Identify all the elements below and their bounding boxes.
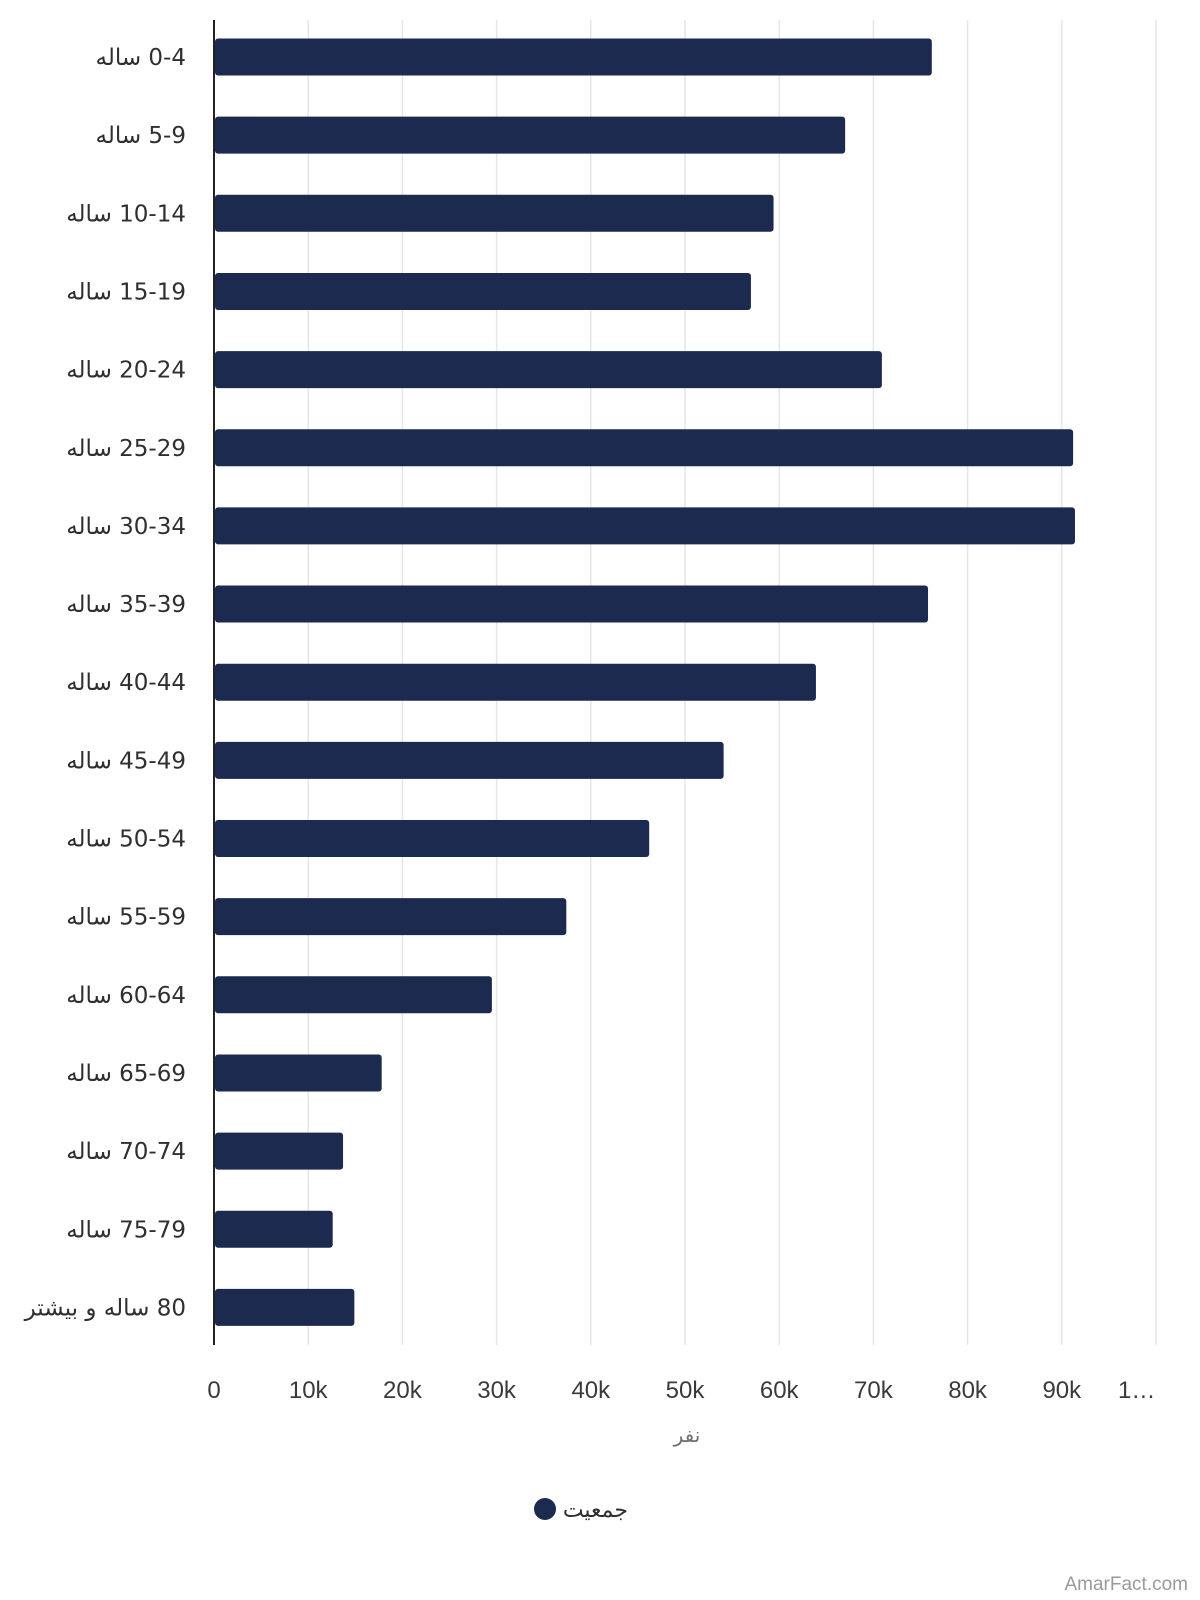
category-label: 50-54 ساله: [66, 827, 186, 853]
legend[interactable]: جمعیت: [534, 1498, 628, 1523]
category-label: 70-74 ساله: [66, 1139, 186, 1165]
bar[interactable]: [215, 116, 846, 154]
category-label: 35-39 ساله: [66, 592, 186, 618]
bars: [215, 38, 1075, 1326]
bar[interactable]: [215, 898, 567, 936]
legend-label: جمعیت: [563, 1498, 628, 1523]
category-labels: 0-4 ساله 5-9 ساله 10-14 ساله 15-19 ساله 20-2…: [24, 45, 186, 1321]
category-label: 30-34 ساله: [66, 514, 186, 540]
bar[interactable]: [215, 351, 882, 389]
x-tick-label: 20k: [383, 1377, 423, 1404]
x-tick-label: 50k: [666, 1377, 706, 1404]
bar[interactable]: [215, 1210, 333, 1248]
bar[interactable]: [215, 741, 724, 779]
x-tick-label: 70k: [854, 1377, 894, 1404]
bar[interactable]: [215, 663, 816, 701]
category-label: 60-64 ساله: [66, 983, 186, 1009]
x-tick-label: 90k: [1042, 1377, 1082, 1404]
x-tick-label: 30k: [477, 1377, 517, 1404]
bar[interactable]: [215, 272, 751, 310]
bar[interactable]: [215, 976, 492, 1014]
bar[interactable]: [215, 585, 929, 623]
bar[interactable]: [215, 38, 932, 76]
category-label: 0-4 ساله: [95, 45, 186, 71]
x-tick-label: 10k: [289, 1377, 329, 1404]
x-tick-label: 1…: [1118, 1377, 1155, 1404]
bar[interactable]: [215, 1054, 382, 1092]
bar[interactable]: [215, 429, 1074, 467]
category-label: 20-24 ساله: [66, 358, 186, 384]
x-tick-label: 0: [207, 1377, 220, 1404]
bar[interactable]: [215, 194, 774, 232]
bar[interactable]: [215, 820, 650, 857]
x-tick-label: 60k: [760, 1377, 800, 1404]
x-tick-label: 40k: [571, 1377, 611, 1404]
category-label: 80 ساله و بیشتر: [24, 1295, 186, 1321]
bar[interactable]: [215, 1288, 355, 1326]
category-label: 65-69 ساله: [66, 1061, 186, 1087]
x-tick-label: 80k: [948, 1377, 988, 1404]
x-axis-title: نفر: [673, 1423, 701, 1447]
category-label: 5-9 ساله: [95, 123, 186, 149]
category-label: 45-49 ساله: [66, 748, 186, 774]
watermark: AmarFact.com: [1064, 1574, 1188, 1595]
bar[interactable]: [215, 507, 1075, 545]
category-label: 10-14 ساله: [66, 201, 186, 227]
legend-swatch-icon: [534, 1498, 556, 1520]
category-label: 55-59 ساله: [66, 905, 186, 931]
category-label: 15-19 ساله: [66, 279, 186, 305]
category-label: 25-29 ساله: [66, 436, 186, 462]
category-label: 40-44 ساله: [66, 670, 186, 696]
x-tick-labels: 0 10k 20k 30k 40k 50k 60k 70k 80k 90k 1…: [207, 1377, 1155, 1404]
category-label: 75-79 ساله: [66, 1217, 186, 1243]
bar[interactable]: [215, 1132, 344, 1170]
